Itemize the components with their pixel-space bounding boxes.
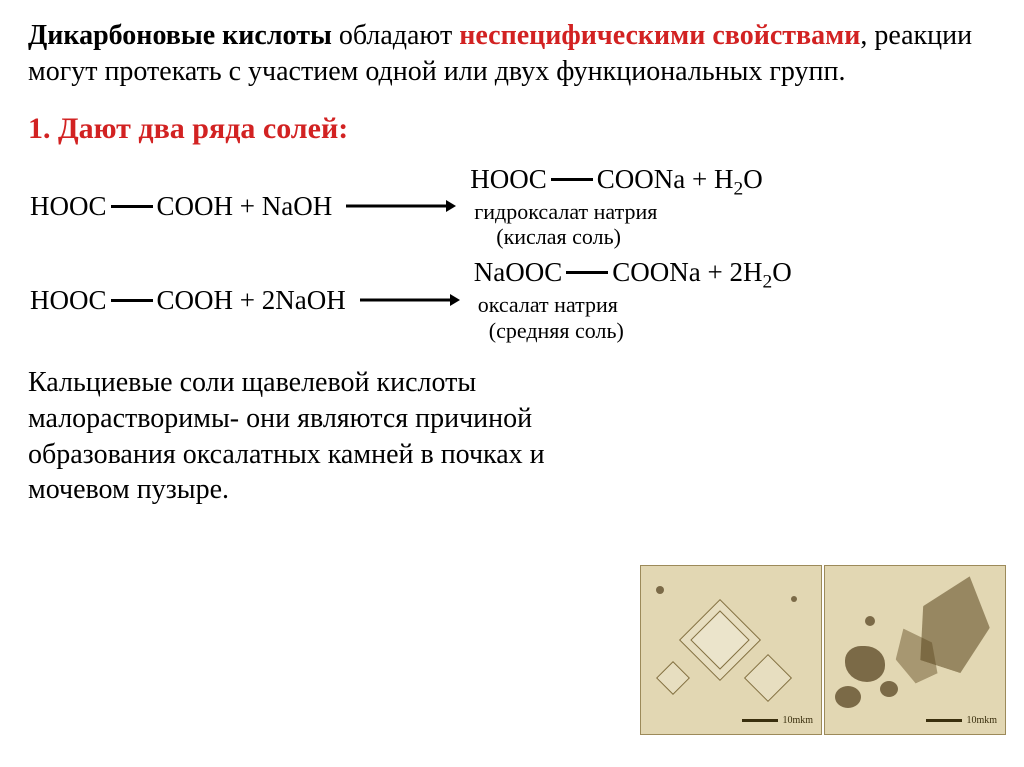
intro-highlight: неспецифическими свойствами [459, 20, 860, 51]
bond-icon [551, 178, 593, 181]
section-title: 1. Дают два ряда солей: [28, 112, 996, 146]
product-label-line: гидроксалат натрия [474, 199, 657, 224]
reaction-rhs: HOOC COONa + H2O [470, 164, 762, 195]
micrograph-left: 10mkm [640, 565, 822, 735]
reactions-block: HOOC COOH + NaOH HOOC COONa + H2O гидрок… [30, 164, 996, 343]
bond-icon [566, 271, 608, 274]
micrograph-right: 10mkm [824, 565, 1006, 735]
formula-part: + 2NaOH [233, 285, 346, 315]
formula-part: HOOC [30, 191, 107, 222]
formula-part: HOOC [470, 164, 547, 195]
conclusion-paragraph: Кальциевые соли щавелевой кислоты малора… [28, 365, 648, 508]
reaction-lhs: HOOC COOH + NaOH [30, 191, 332, 222]
formula-part: COOH [157, 191, 234, 222]
bond-icon [111, 205, 153, 208]
scale-bar: 10mkm [742, 715, 813, 726]
reaction-row: HOOC COOH + 2NaOH NaOOC COONa + 2H2O окс… [30, 257, 996, 343]
reaction-arrow-icon [360, 292, 460, 308]
reaction-arrow-icon [346, 198, 456, 214]
formula-part: COONa [612, 257, 701, 288]
formula-part: HOOC [30, 285, 107, 316]
formula-part: O [743, 164, 763, 194]
formula-part: COOH [157, 285, 234, 316]
product-label-line: (кислая соль) [496, 224, 621, 249]
bond-icon [111, 299, 153, 302]
formula-sub: 2 [734, 178, 744, 199]
formula-part: + 2H [701, 257, 763, 287]
product-label-line: оксалат натрия [478, 292, 618, 317]
formula-part: + NaOH [233, 191, 332, 221]
scale-label: 10mkm [782, 715, 813, 726]
product-label-line: (средняя соль) [489, 318, 624, 343]
intro-paragraph: Дикарбоновые кислоты обладают неспецифич… [28, 18, 996, 90]
scale-bar: 10mkm [926, 715, 997, 726]
product-label: оксалат натрия (средняя соль) [478, 292, 624, 343]
reaction-lhs: HOOC COOH + 2NaOH [30, 285, 346, 316]
formula-part: O [772, 257, 792, 287]
reaction-row: HOOC COOH + NaOH HOOC COONa + H2O гидрок… [30, 164, 996, 250]
intro-text-1: обладают [332, 20, 459, 51]
formula-sub: 2 [762, 272, 772, 293]
formula-part: COONa [597, 164, 686, 195]
intro-term: Дикарбоновые кислоты [28, 20, 332, 51]
reaction-rhs: NaOOC COONa + 2H2O [474, 257, 792, 288]
formula-part: + H [685, 164, 733, 194]
product-label: гидроксалат натрия (кислая соль) [474, 199, 657, 250]
micrograph-images: 10mkm 10mkm [640, 565, 1006, 735]
formula-part: NaOOC [474, 257, 563, 288]
scale-label: 10mkm [966, 715, 997, 726]
